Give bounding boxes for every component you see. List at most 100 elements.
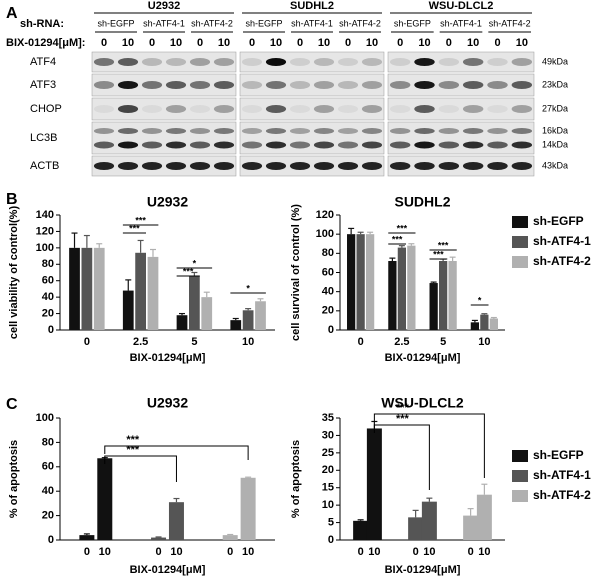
bar [255, 301, 266, 330]
legend-label: sh-ATF4-2 [533, 254, 591, 268]
x-tick-label: 5 [440, 336, 446, 348]
y-tick-label: 0 [328, 324, 334, 336]
blot-strip [91, 155, 237, 177]
blot-band [438, 58, 460, 66]
legend-label: sh-EGFP [533, 448, 584, 462]
blot-band [189, 128, 211, 134]
blot-band [165, 128, 187, 134]
blot-band [141, 105, 163, 113]
blot-band [93, 81, 115, 89]
bar [476, 494, 492, 540]
y-tick-label: 40 [322, 286, 334, 298]
significance-label: *** [433, 249, 444, 259]
x-tick-label: 10 [478, 336, 490, 348]
legend-swatch [512, 470, 528, 482]
blot-band [265, 105, 287, 113]
blot-row-label: ATF3 [30, 79, 56, 91]
shrna-lane-label: sh-EGFP [245, 18, 282, 28]
dose-label: 10 [170, 37, 182, 49]
blot-band [165, 141, 187, 149]
bar [347, 234, 356, 330]
blot-band [337, 162, 359, 170]
blot-band [313, 128, 335, 134]
blot-strip [387, 73, 535, 97]
significance-label: *** [397, 223, 408, 233]
significance-label: *** [392, 234, 403, 244]
blot-band [438, 162, 460, 170]
x-tick-label: 0 [155, 546, 161, 558]
chart-title: U2932 [147, 395, 188, 411]
blot-band [213, 128, 235, 134]
blot-band [511, 81, 533, 89]
blot-band [213, 162, 235, 170]
blot-band [165, 81, 187, 89]
blot-band [337, 81, 359, 89]
blot-band [117, 81, 139, 89]
blot-band [189, 58, 211, 66]
bar [489, 318, 498, 330]
y-tick-label: 40 [42, 485, 54, 497]
blot-band [438, 105, 460, 113]
y-axis-title: % of apoptosis [8, 440, 20, 518]
blot-row-label: ATF4 [30, 56, 56, 68]
significance-label: *** [135, 215, 146, 225]
blot-band [313, 58, 335, 66]
blot-band [414, 162, 435, 170]
blot-band [438, 81, 460, 89]
y-tick-label: 30 [322, 429, 334, 441]
y-tick-label: 100 [36, 242, 54, 254]
legend-swatch [512, 256, 528, 268]
blot-band [511, 58, 533, 66]
shrna-lane-label: sh-EGFP [97, 18, 134, 28]
bar [366, 428, 382, 540]
x-tick-label: 2.5 [394, 336, 409, 348]
bar [147, 256, 159, 330]
blot-band [462, 81, 484, 89]
dose-label: 0 [297, 37, 303, 49]
x-tick-label: 0 [227, 546, 233, 558]
significance-bracket [373, 424, 430, 490]
blot-band [93, 58, 115, 66]
bar [135, 252, 146, 330]
y-tick-label: 0 [328, 534, 334, 546]
blot-band [265, 162, 287, 170]
blot-band [213, 141, 235, 149]
blot-band [289, 105, 311, 113]
blot-band [289, 162, 311, 170]
blot-band [189, 81, 211, 89]
bar [408, 517, 424, 540]
blot-band [487, 81, 508, 89]
blot-band [165, 58, 187, 66]
blot-strip [387, 51, 535, 73]
x-axis-title: BIX-01294[μM] [130, 564, 206, 576]
blot-band [165, 105, 187, 113]
chart-title: WSU-DLCL2 [381, 395, 464, 411]
blot-band [462, 58, 484, 66]
dose-label: 0 [101, 37, 107, 49]
blot-row-label: CHOP [30, 103, 62, 115]
blot-band [462, 141, 484, 149]
dose-label: 10 [318, 37, 330, 49]
bar [69, 247, 80, 330]
blot-band [487, 141, 508, 149]
x-tick-label: 0 [358, 336, 364, 348]
dose-label: 0 [494, 37, 500, 49]
y-tick-label: 10 [322, 499, 334, 511]
y-tick-label: 0 [48, 534, 54, 546]
blot-band [313, 162, 335, 170]
blot-band [313, 141, 335, 149]
blot-band [117, 128, 139, 134]
blot-strip [387, 97, 535, 121]
blot-band [265, 141, 287, 149]
y-tick-label: 120 [36, 225, 54, 237]
bar [480, 314, 489, 330]
dose-label: 10 [467, 37, 479, 49]
panel-label: B [6, 191, 18, 208]
x-tick-label: 10 [242, 336, 254, 348]
x-tick-label: 0 [84, 546, 90, 558]
bar [97, 458, 113, 540]
blot-band [93, 141, 115, 149]
kda-marker: 43kDa [542, 160, 568, 170]
bar [201, 297, 213, 330]
y-tick-label: 100 [316, 228, 334, 240]
